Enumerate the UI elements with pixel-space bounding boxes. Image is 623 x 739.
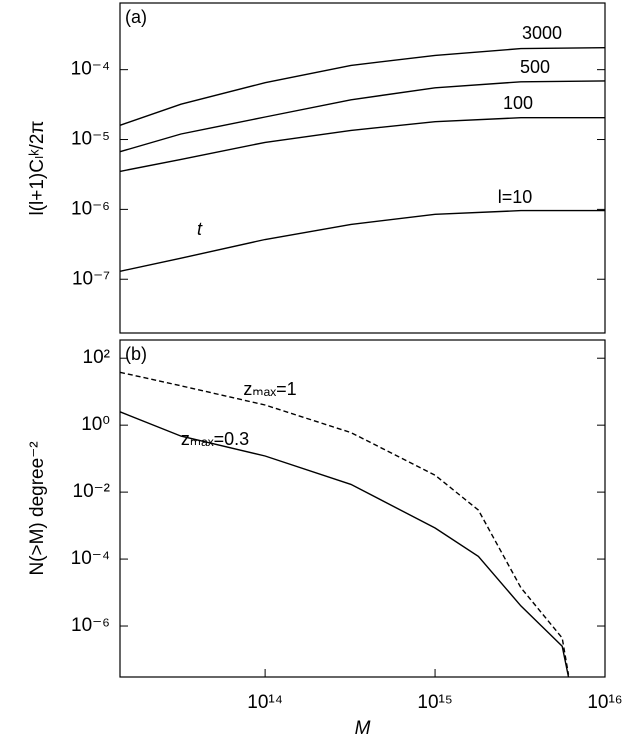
y-tick-label: 10⁻⁴ [71, 548, 110, 569]
y-tick-label: 10⁻⁵ [71, 129, 110, 150]
y-tick-label: 10⁻⁴ [71, 59, 110, 80]
series-label: zₘₐₓ=1 [243, 379, 296, 399]
plot-frame [119, 2, 606, 334]
y-tick-label: 10⁻² [73, 481, 111, 502]
series-line [119, 80, 606, 153]
series-label: 3000 [522, 23, 562, 43]
series-line [119, 209, 605, 272]
annotation: (a) [125, 7, 147, 27]
plot-frame [119, 339, 606, 678]
y-tick-label: 10⁰ [81, 414, 110, 435]
series-line [119, 371, 570, 675]
y-axis-label: l(l+1)Cₗᵏ/2π [27, 120, 48, 215]
series-label: zₘₐₓ=0.3 [181, 429, 249, 449]
x-tick-label: 10¹⁵ [417, 692, 452, 713]
series-label: 500 [520, 57, 550, 77]
y-tick-label: 10² [83, 347, 110, 368]
x-tick-label: 10¹⁶ [587, 692, 622, 713]
x-axis-label: M [355, 718, 371, 739]
annotation: (b) [125, 344, 147, 364]
series-line [119, 117, 605, 173]
y-tick-label: 10⁻⁶ [71, 615, 110, 636]
series-line [119, 47, 606, 126]
y-tick-label: 10⁻⁶ [71, 198, 110, 219]
series-label: l=10 [498, 187, 533, 207]
y-axis-label: N(>M) degree⁻² [27, 441, 48, 575]
x-tick-label: 10¹⁴ [247, 692, 283, 713]
y-tick-label: 10⁻⁷ [72, 268, 110, 289]
annotation: t [197, 219, 203, 239]
series-line [119, 411, 570, 678]
series-label: 100 [503, 93, 533, 113]
